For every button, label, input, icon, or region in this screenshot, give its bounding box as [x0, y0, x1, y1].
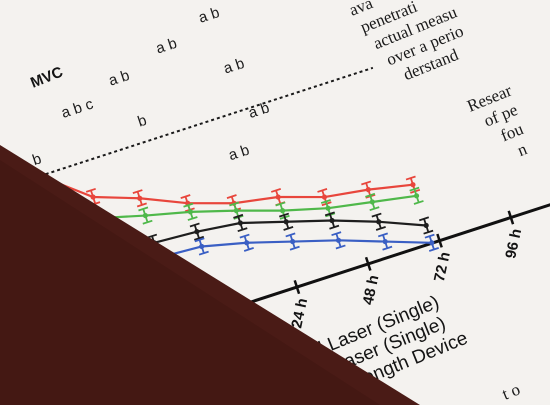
x-tick-label: 24 h	[288, 297, 311, 330]
chart-title: MVC	[28, 63, 65, 91]
paragraph-mid: Resear of pe fou n	[464, 81, 530, 160]
series-3-marker	[194, 229, 200, 235]
series-2-marker	[233, 208, 239, 214]
x-axis-ticks: 24 h 48 h 72 h 96 h	[288, 210, 525, 330]
significance-label: a b	[154, 35, 179, 58]
significance-label: a b	[107, 67, 132, 90]
corner-text: t o	[499, 380, 522, 404]
significance-label: b	[136, 112, 149, 131]
series-2-marker	[187, 209, 194, 215]
series-2-marker	[142, 212, 148, 219]
series-4-marker	[244, 240, 250, 246]
x-tick-mark	[507, 210, 515, 225]
x-tick-mark	[293, 280, 301, 295]
series-4-marker	[335, 237, 342, 243]
baseline-dotted	[39, 66, 374, 177]
series-2-marker	[413, 193, 420, 199]
significance-label: a b	[226, 142, 251, 165]
series-4-marker	[290, 238, 296, 245]
series-1-marker	[321, 194, 328, 200]
series-4-marker	[429, 240, 435, 246]
series-1-marker	[410, 182, 416, 188]
dark-foreground-shade	[0, 160, 380, 405]
series-3-marker	[283, 219, 289, 225]
significance-label: a b c	[59, 95, 96, 121]
series-2-marker	[369, 199, 375, 205]
x-tick-mark	[364, 256, 372, 271]
paragraph-top: ava penetrati actual measu over a perio …	[346, 0, 466, 84]
series-1-marker	[90, 194, 96, 200]
series-3-marker	[376, 219, 382, 225]
series-2-marker	[279, 208, 286, 214]
series-1-marker	[137, 195, 143, 201]
series-1-marker	[365, 187, 371, 193]
para-mid-line-4: n	[515, 139, 530, 160]
x-tick-label: 72 h	[431, 250, 454, 283]
x-tick-label: 96 h	[502, 227, 525, 260]
x-tick-mark	[436, 233, 443, 248]
x-axis-line	[229, 202, 550, 311]
series-4	[39, 175, 440, 271]
series-4-marker	[382, 238, 388, 245]
series-4-marker	[199, 243, 205, 250]
series-2-marker	[325, 205, 331, 211]
series-3-marker	[237, 220, 243, 226]
significance-label: a b	[246, 99, 271, 122]
significance-label: a b	[197, 4, 222, 27]
series-3-marker	[329, 217, 335, 224]
significance-label: a b	[221, 55, 246, 78]
series-1-marker	[275, 194, 281, 200]
series-3-marker	[423, 222, 429, 229]
x-tick-label: 48 h	[360, 274, 383, 307]
